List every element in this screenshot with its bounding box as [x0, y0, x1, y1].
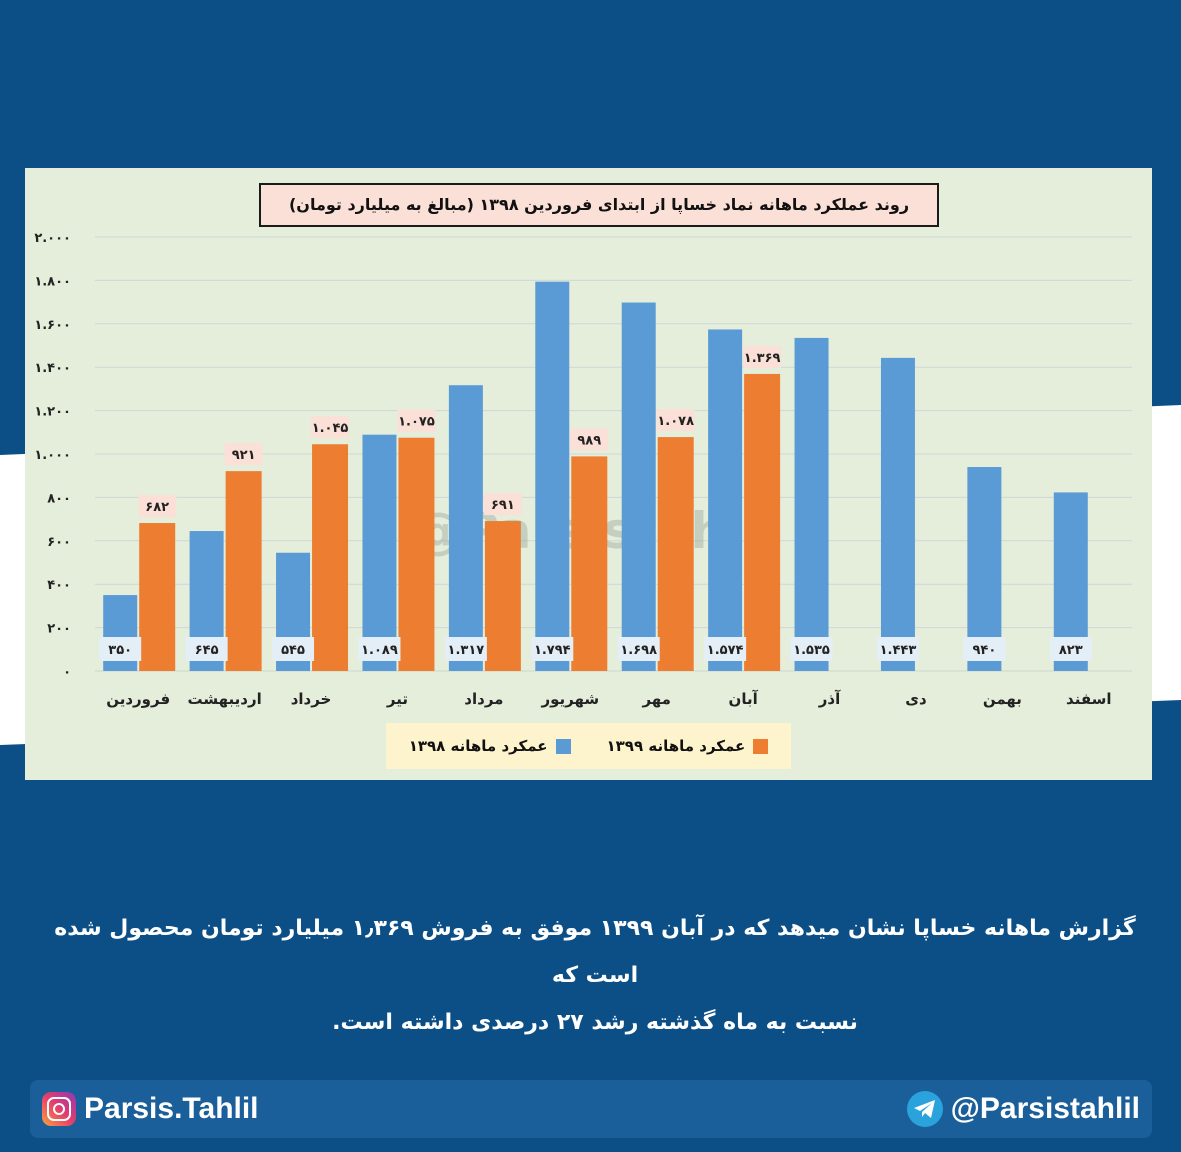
data-label-bg-1398: [444, 637, 487, 661]
x-tick-label: فروردین: [106, 690, 170, 708]
instagram-handle[interactable]: Parsis.Tahlil: [42, 1080, 259, 1138]
data-label-bg-1398: [876, 637, 919, 661]
bar-1399: [225, 471, 262, 671]
telegram-handle[interactable]: @Parsistahlil: [906, 1080, 1140, 1138]
caption-line-1: گزارش ماهانه خساپا نشان میدهد که در آبان…: [54, 916, 1136, 988]
data-label-1399: ۹۸۹: [577, 433, 601, 448]
data-label-bg-1398: [704, 637, 747, 661]
data-label-bg-1398: [185, 637, 228, 661]
y-tick-label: ۴۰۰: [47, 578, 71, 593]
data-label-bg-1399: [224, 443, 263, 466]
bar-1399: [139, 523, 176, 671]
instagram-handle-text: Parsis.Tahlil: [84, 1092, 259, 1125]
data-label-bg-1398: [272, 637, 315, 661]
data-label-1398: ۱.۵۳۵: [793, 643, 830, 658]
x-tick-label: بهمن: [983, 690, 1022, 708]
bar-1398: [708, 329, 743, 671]
data-label-bg-1399: [138, 495, 177, 518]
bar-1399: [744, 373, 781, 671]
y-tick-label: ۸۰۰: [47, 491, 71, 506]
data-label-bg-1399: [397, 409, 436, 432]
bar-1398: [621, 302, 656, 671]
bar-1399: [398, 437, 435, 671]
x-tick-label: مهر: [641, 690, 671, 708]
bar-1398: [535, 281, 570, 671]
data-label-1398: ۸۲۳: [1059, 643, 1083, 658]
data-label-1399: ۱.۰۷۵: [398, 415, 435, 430]
data-label-1399: ۹۲۱: [232, 448, 256, 463]
data-label-bg-1398: [1049, 637, 1092, 661]
data-label-1398: ۱.۳۱۷: [448, 643, 485, 658]
report-caption: گزارش ماهانه خساپا نشان میدهد که در آبان…: [40, 905, 1150, 1046]
legend-swatch-1399: [753, 738, 769, 754]
data-label-1398: ۱.۵۷۴: [707, 643, 744, 658]
caption-line-2: نسبت به ماه گذشته رشد ۲۷ درصدی داشته است…: [332, 1010, 858, 1035]
y-tick-label: ۲۰۰: [47, 622, 71, 637]
data-label-bg-1398: [790, 637, 833, 661]
legend-item-1399: عمکرد ماهانه ۱۳۹۹: [607, 737, 769, 755]
chart-title: روند عملکرد ماهانه نماد خساپا از ابتدای …: [259, 183, 939, 227]
telegram-icon: [906, 1091, 943, 1127]
data-label-1399: ۱.۰۴۵: [312, 421, 349, 436]
data-label-bg-1399: [570, 428, 609, 451]
data-label-bg-1399: [311, 416, 350, 439]
footer-bar: Parsis.Tahlil @Parsistahlil: [30, 1080, 1152, 1138]
data-label-1399: ۱.۰۷۸: [657, 414, 694, 429]
x-tick-label: دی: [905, 690, 927, 708]
bar-1398: [794, 337, 829, 671]
legend-item-1398: عمکرد ماهانه ۱۳۹۸: [409, 737, 571, 755]
y-tick-label: ۶۰۰: [47, 535, 71, 550]
y-tick-label: ۱.۶۰۰: [34, 318, 71, 333]
chart-panel: ۰ ۲۰۰ ۴۰۰ ۶۰۰ ۸۰۰ ۱.۰۰۰ ۱.۲۰۰ ۱.۴۰۰ ۱.۶۰۰ ۱.۸۰۰ ۲.…: [25, 168, 1152, 780]
data-label-1399: ۶۸۲: [145, 500, 169, 515]
data-label-1399: ۶۹۱: [491, 498, 515, 513]
data-label-bg-1398: [358, 637, 401, 661]
data-label-bg-1399: [743, 345, 782, 368]
x-tick-label: مرداد: [464, 690, 503, 708]
legend-label-1398: عمکرد ماهانه ۱۳۹۸: [408, 737, 548, 755]
data-label-1399: ۱.۳۶۹: [744, 351, 781, 366]
bar-1399: [571, 456, 608, 671]
data-label-1398: ۶۴۵: [195, 643, 219, 658]
y-tick-label: ۱.۰۰۰: [34, 448, 71, 463]
x-tick-label: اسفند: [1066, 690, 1111, 708]
data-label-1398: ۱.۶۹۸: [620, 643, 657, 658]
data-label-1398: ۹۴۰: [972, 643, 996, 658]
legend-label-1399: عمکرد ماهانه ۱۳۹۹: [606, 737, 746, 755]
instagram-icon: [42, 1092, 76, 1126]
chart-legend: عمکرد ماهانه ۱۳۹۹ عمکرد ماهانه ۱۳۹۸: [386, 723, 791, 769]
bar-1398: [880, 357, 915, 671]
x-tick-label: تیر: [386, 690, 408, 708]
bar-1398: [362, 434, 397, 671]
data-label-1398: ۳۵۰: [108, 643, 132, 658]
data-label-bg-1398: [99, 637, 142, 661]
y-tick-label: ۱.۴۰۰: [34, 361, 71, 376]
telegram-handle-text: @Parsistahlil: [950, 1092, 1140, 1125]
data-label-bg-1398: [617, 637, 660, 661]
data-label-1398: ۱.۰۸۹: [361, 643, 398, 658]
bar-1398: [448, 385, 483, 671]
bar-1399: [312, 444, 349, 671]
data-label-bg-1399: [656, 409, 695, 432]
y-tick-label: ۰: [63, 665, 71, 680]
data-label-1398: ۱.۷۹۴: [534, 643, 571, 658]
x-tick-label: خرداد: [291, 690, 332, 708]
data-label-1398: ۱.۴۴۳: [880, 643, 917, 658]
x-tick-label: آبان: [729, 690, 759, 708]
y-tick-label: ۱.۲۰۰: [34, 405, 71, 420]
x-tick-label: شهریور: [540, 690, 599, 708]
legend-swatch-1398: [555, 738, 571, 754]
data-label-bg-1398: [531, 637, 574, 661]
y-tick-label: ۱.۸۰۰: [34, 274, 71, 289]
bar-1399: [657, 437, 694, 671]
data-label-bg-1399: [483, 493, 522, 516]
y-tick-label: ۲.۰۰۰: [34, 231, 71, 246]
data-label-bg-1398: [963, 637, 1006, 661]
chart-plot: ۰ ۲۰۰ ۴۰۰ ۶۰۰ ۸۰۰ ۱.۰۰۰ ۱.۲۰۰ ۱.۴۰۰ ۱.۶۰۰ ۱.۸۰۰ ۲.…: [34, 231, 1132, 708]
x-tick-label: آذر: [818, 690, 841, 708]
data-label-1398: ۵۴۵: [281, 643, 305, 658]
x-tick-label: اردیبهشت: [187, 690, 261, 708]
bar-1399: [484, 521, 521, 671]
